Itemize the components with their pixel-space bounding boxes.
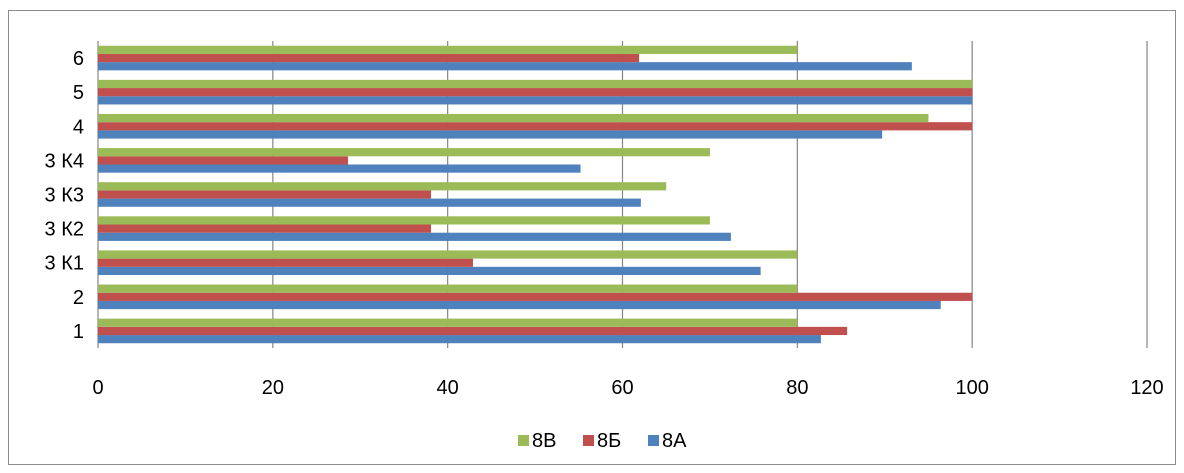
legend-swatch bbox=[648, 435, 659, 446]
legend-item-8В: 8В bbox=[518, 430, 556, 452]
legend-swatch bbox=[583, 435, 594, 446]
bar-8А-3-К1 bbox=[98, 266, 761, 276]
y-tick-label: 3 К1 bbox=[45, 253, 84, 275]
x-axis-tick-labels: 0 20 40 60 80 100 120 bbox=[92, 377, 1163, 399]
bar-8А-3-К3 bbox=[98, 198, 641, 207]
bar-8В-3-К4 bbox=[98, 148, 710, 157]
bar-8В-3-К1 bbox=[98, 250, 798, 259]
bar-8Б-3-К3 bbox=[98, 190, 432, 199]
y-tick-label: 6 bbox=[73, 48, 84, 70]
legend-item-8Б: 8Б bbox=[583, 430, 621, 452]
y-tick-label: 5 bbox=[73, 82, 84, 104]
bar-8А-1 bbox=[98, 335, 821, 344]
x-tick-label: 0 bbox=[92, 377, 103, 399]
legend-label: 8В bbox=[532, 430, 556, 452]
legend: 8В 8Б 8А bbox=[518, 430, 687, 452]
x-tick-label: 80 bbox=[786, 377, 808, 399]
x-tick-label: 20 bbox=[262, 377, 284, 399]
y-tick-label: 3 К3 bbox=[45, 185, 84, 207]
bar-8А-6 bbox=[98, 62, 912, 71]
bar-8В-6 bbox=[98, 45, 798, 54]
bar-8В-3-К3 bbox=[98, 182, 667, 191]
bar-8В-5 bbox=[98, 79, 973, 89]
bar-8А-3-К4 bbox=[98, 164, 581, 173]
bar-8Б-3-К4 bbox=[98, 156, 349, 165]
bar-8В-2 bbox=[98, 284, 798, 293]
bar-8В-3-К2 bbox=[98, 216, 710, 225]
y-axis-tick-labels: 1 2 3 К1 3 К2 3 К3 3 К4 4 5 6 bbox=[45, 48, 84, 343]
x-tick-label: 120 bbox=[1130, 377, 1163, 399]
y-tick-label: 3 К4 bbox=[45, 150, 84, 172]
legend-swatch bbox=[518, 435, 529, 446]
bar-8Б-6 bbox=[98, 53, 640, 63]
bar-8Б-3-К1 bbox=[98, 258, 474, 267]
bar-8Б-5 bbox=[98, 88, 973, 97]
bar-8А-3-К2 bbox=[98, 232, 731, 241]
x-tick-label: 100 bbox=[955, 377, 988, 399]
bar-8А-4 bbox=[98, 130, 883, 139]
bars bbox=[98, 45, 973, 344]
y-tick-label: 3 К2 bbox=[45, 219, 84, 241]
legend-item-8А: 8А bbox=[648, 430, 687, 452]
bar-8Б-3-К2 bbox=[98, 224, 432, 233]
x-tick-label: 40 bbox=[437, 377, 459, 399]
y-tick-label: 1 bbox=[73, 321, 84, 343]
bar-8В-4 bbox=[98, 113, 929, 123]
bar-8А-2 bbox=[98, 300, 941, 310]
legend-label: 8А bbox=[662, 430, 687, 452]
legend-label: 8Б bbox=[597, 430, 621, 452]
y-tick-label: 2 bbox=[73, 287, 84, 309]
y-tick-label: 4 bbox=[73, 116, 84, 138]
bar-8В-1 bbox=[98, 318, 798, 327]
x-tick-label: 60 bbox=[611, 377, 633, 399]
bar-8Б-1 bbox=[98, 326, 848, 336]
bar-8Б-2 bbox=[98, 292, 973, 301]
bar-8Б-4 bbox=[98, 122, 973, 131]
bar-8А-5 bbox=[98, 96, 973, 105]
